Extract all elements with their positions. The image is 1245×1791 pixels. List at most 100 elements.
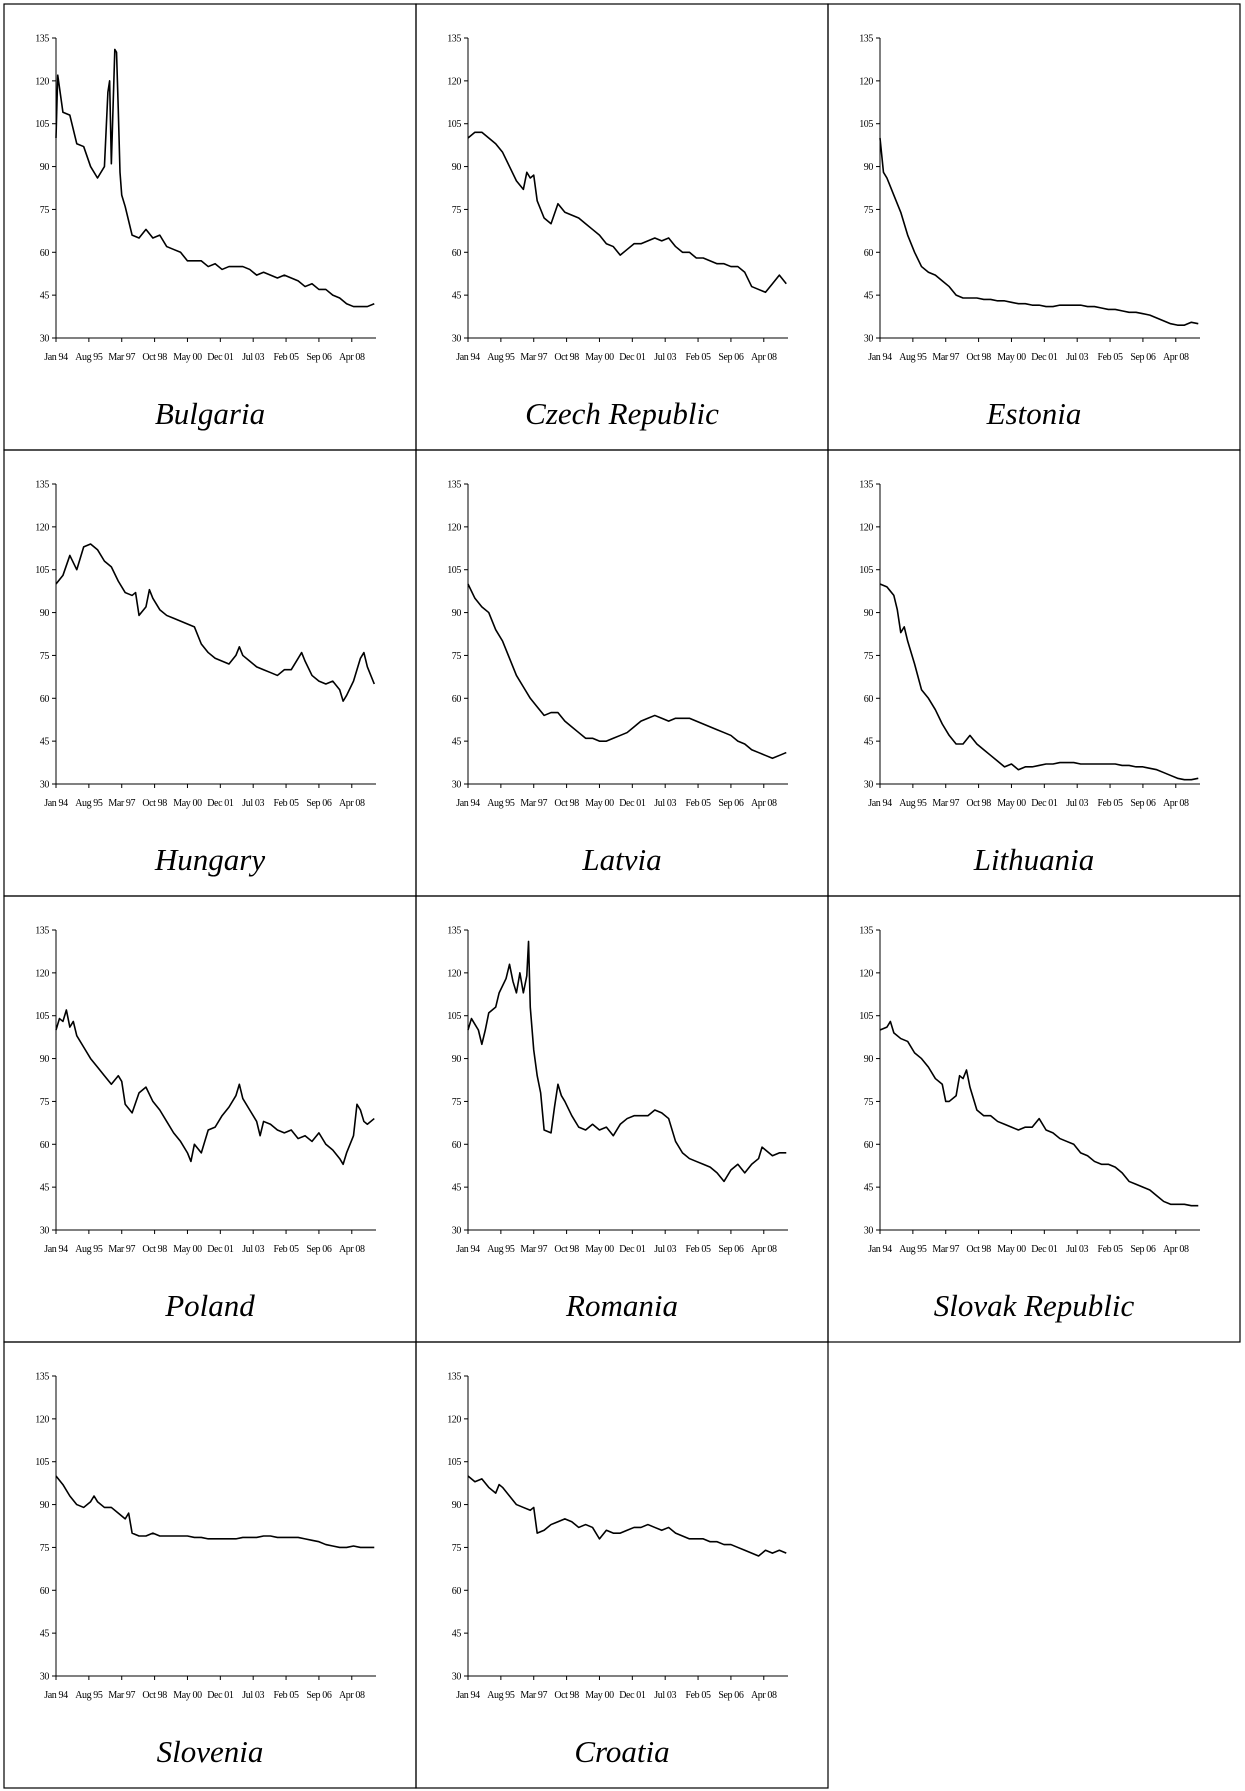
y-tick-label: 75 <box>864 651 874 662</box>
y-tick-label: 45 <box>864 737 874 748</box>
y-tick-label: 135 <box>447 926 461 937</box>
y-tick-label: 45 <box>864 291 874 302</box>
y-tick-label: 135 <box>859 34 873 45</box>
y-tick-label: 45 <box>40 1629 50 1640</box>
x-tick-label: Apr 08 <box>339 798 365 809</box>
y-tick-label: 45 <box>864 1183 874 1194</box>
y-tick-label: 30 <box>40 334 50 345</box>
panel-border <box>3 1341 417 1789</box>
panel-border <box>415 895 829 1343</box>
y-tick-label: 60 <box>452 1586 462 1597</box>
y-tick-label: 105 <box>447 119 461 130</box>
x-tick-label: Sep 06 <box>1130 1244 1156 1255</box>
chart-title: Croatia <box>574 1734 669 1769</box>
data-line <box>55 1475 375 1549</box>
x-tick-label: Oct 98 <box>554 352 579 363</box>
chart-title: Latvia <box>581 842 661 877</box>
chart-title: Romania <box>565 1288 678 1323</box>
y-tick-label: 135 <box>35 480 49 491</box>
y-tick-label: 30 <box>452 780 462 791</box>
data-line <box>879 137 1199 326</box>
x-tick-label: Apr 08 <box>339 1244 365 1255</box>
y-tick-label: 75 <box>452 1543 462 1554</box>
y-tick-label: 105 <box>859 119 873 130</box>
data-line <box>467 131 787 294</box>
x-tick-label: Jul 03 <box>654 1690 676 1701</box>
x-tick-label: Jul 03 <box>654 798 676 809</box>
y-tick-label: 120 <box>447 522 461 533</box>
chart-title: Slovenia <box>157 1734 264 1769</box>
y-tick-label: 120 <box>35 76 49 87</box>
x-tick-label: Aug 95 <box>75 1244 103 1255</box>
x-tick-label: Apr 08 <box>751 798 777 809</box>
x-tick-label: Dec 01 <box>1031 798 1058 809</box>
panel-border <box>827 3 1241 451</box>
data-line <box>55 48 375 308</box>
x-tick-label: Apr 08 <box>751 1244 777 1255</box>
chart-title: Hungary <box>154 842 265 877</box>
y-tick-label: 105 <box>447 1011 461 1022</box>
x-tick-label: Sep 06 <box>306 352 332 363</box>
y-tick-label: 30 <box>452 1226 462 1237</box>
y-tick-label: 135 <box>447 480 461 491</box>
x-tick-label: Jul 03 <box>242 352 264 363</box>
x-tick-label: May 00 <box>173 1690 202 1701</box>
x-tick-label: Oct 98 <box>142 798 167 809</box>
y-tick-label: 105 <box>447 565 461 576</box>
y-tick-label: 90 <box>452 608 462 619</box>
x-tick-label: Dec 01 <box>207 352 234 363</box>
y-tick-label: 90 <box>452 162 462 173</box>
x-tick-label: Feb 05 <box>685 798 711 809</box>
x-tick-label: Oct 98 <box>966 798 991 809</box>
x-tick-label: Aug 95 <box>75 1690 103 1701</box>
y-tick-label: 120 <box>859 522 873 533</box>
x-tick-label: Jul 03 <box>242 798 264 809</box>
y-tick-label: 75 <box>452 205 462 216</box>
x-tick-label: Feb 05 <box>273 1244 299 1255</box>
y-tick-label: 30 <box>452 334 462 345</box>
x-tick-label: Sep 06 <box>1130 352 1156 363</box>
x-tick-label: Aug 95 <box>75 352 103 363</box>
x-tick-label: Mar 97 <box>108 352 135 363</box>
y-tick-label: 105 <box>35 119 49 130</box>
y-tick-label: 135 <box>447 34 461 45</box>
x-tick-label: Aug 95 <box>75 798 103 809</box>
y-tick-label: 75 <box>40 651 50 662</box>
x-tick-label: Jan 94 <box>868 1244 892 1255</box>
x-tick-label: Mar 97 <box>108 798 135 809</box>
y-tick-label: 135 <box>859 480 873 491</box>
x-tick-label: Dec 01 <box>619 1244 646 1255</box>
y-tick-label: 30 <box>864 1226 874 1237</box>
y-tick-label: 120 <box>447 968 461 979</box>
y-tick-label: 105 <box>447 1457 461 1468</box>
x-tick-label: Dec 01 <box>1031 352 1058 363</box>
y-tick-label: 45 <box>40 1183 50 1194</box>
x-tick-label: Jan 94 <box>456 352 480 363</box>
y-tick-label: 90 <box>452 1500 462 1511</box>
y-tick-label: 75 <box>864 1097 874 1108</box>
x-tick-label: Jan 94 <box>456 1690 480 1701</box>
x-tick-label: Apr 08 <box>1163 1244 1189 1255</box>
y-tick-label: 45 <box>40 737 50 748</box>
x-tick-label: Feb 05 <box>1097 1244 1123 1255</box>
x-tick-label: Oct 98 <box>142 352 167 363</box>
data-line <box>467 583 787 760</box>
x-tick-label: Dec 01 <box>1031 1244 1058 1255</box>
y-tick-label: 90 <box>864 1054 874 1065</box>
y-tick-label: 30 <box>40 1226 50 1237</box>
x-tick-label: May 00 <box>585 798 614 809</box>
y-tick-label: 60 <box>864 1140 874 1151</box>
x-tick-label: Jan 94 <box>868 352 892 363</box>
y-tick-label: 60 <box>864 248 874 259</box>
x-tick-label: Aug 95 <box>899 798 927 809</box>
x-tick-label: May 00 <box>173 1244 202 1255</box>
y-tick-label: 90 <box>40 1500 50 1511</box>
x-tick-label: Jan 94 <box>456 798 480 809</box>
x-tick-label: Jul 03 <box>654 352 676 363</box>
x-tick-label: Mar 97 <box>520 1244 547 1255</box>
x-tick-label: Apr 08 <box>751 352 777 363</box>
panel-border <box>415 1341 829 1789</box>
x-tick-label: Jan 94 <box>868 798 892 809</box>
x-tick-label: Jan 94 <box>44 798 68 809</box>
panel-border <box>3 895 417 1343</box>
